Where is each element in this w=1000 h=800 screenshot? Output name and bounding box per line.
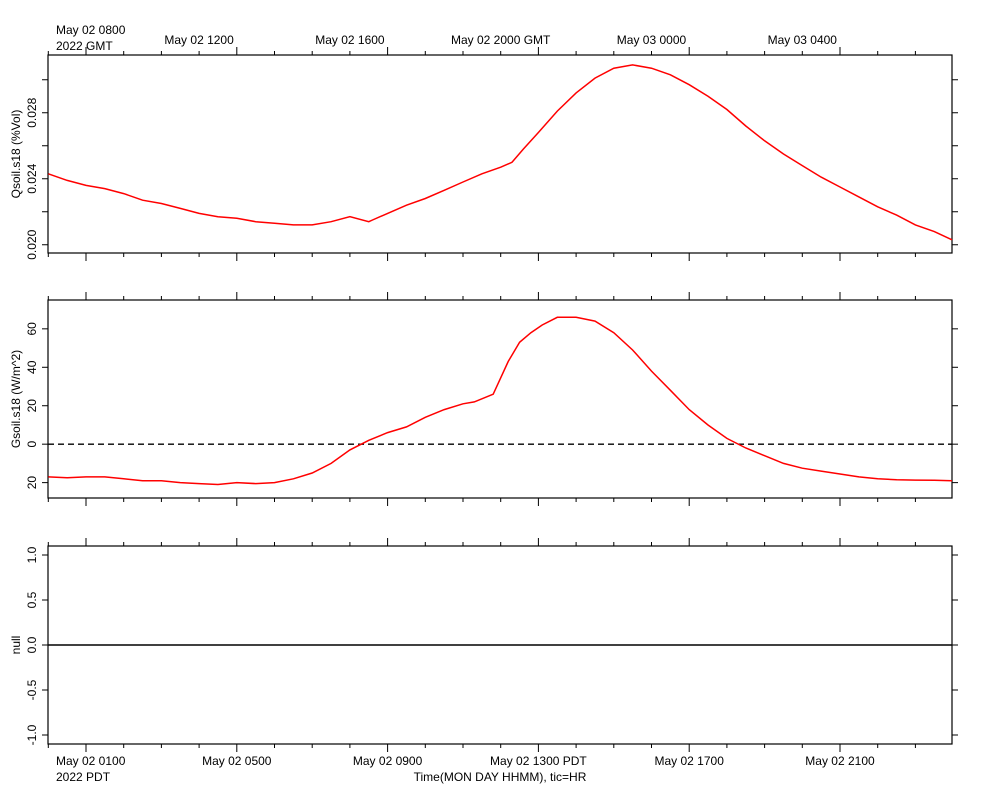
y-axis-label: null xyxy=(9,636,23,655)
top-axis-first-label: May 02 0800 xyxy=(56,23,126,37)
bottom-axis-label: May 02 0900 xyxy=(353,754,423,768)
top-axis-label: May 02 1200 xyxy=(164,33,234,47)
y-tick-label: 0.020 xyxy=(25,229,39,259)
top-axis-label: May 02 2000 GMT xyxy=(451,33,551,47)
y-tick-label: 20 xyxy=(25,476,39,490)
top-axis-year-label: 2022 GMT xyxy=(56,39,113,53)
bottom-axis-year-label: 2022 PDT xyxy=(56,770,111,784)
y-tick-label: 60 xyxy=(25,322,39,336)
top-axis-label: May 03 0000 xyxy=(617,33,687,47)
y-tick-label: 0.028 xyxy=(25,97,39,127)
y-tick-label: -1.0 xyxy=(25,724,39,745)
bottom-axis-label: May 02 0500 xyxy=(202,754,272,768)
plot-frame xyxy=(47,299,953,499)
panel-3: -1.0 -0.5 0.0 0.5 1.0 null xyxy=(9,538,958,752)
y-tick-label: 0.5 xyxy=(25,591,39,608)
y-tick-label: 20 xyxy=(25,399,39,413)
y-tick-label: 0.024 xyxy=(25,163,39,193)
bottom-axis-label: May 02 0100 xyxy=(56,754,126,768)
y-tick-label: 0 xyxy=(25,441,39,448)
y-axis-label: Gsoil.s18 (W/m^2) xyxy=(9,350,23,448)
y-tick-label: -0.5 xyxy=(25,679,39,700)
series-line xyxy=(48,64,953,241)
bottom-axis-label: May 02 1700 xyxy=(655,754,725,768)
x-axis-title: Time(MON DAY HHMM), tic=HR xyxy=(414,770,587,784)
series-line xyxy=(48,316,953,486)
y-tick-label: 1.0 xyxy=(25,546,39,563)
top-axis-label: May 03 0400 xyxy=(768,33,838,47)
bottom-axis-label: May 02 1300 PDT xyxy=(490,754,587,768)
y-axis-label: Qsoil.s18 (%Vol) xyxy=(9,110,23,199)
y-tick-label: 0.0 xyxy=(25,636,39,653)
top-axis-label: May 02 1600 xyxy=(315,33,385,47)
plot-frame xyxy=(47,54,953,254)
y-tick-label: 40 xyxy=(25,360,39,374)
bottom-axis-label: May 02 2100 xyxy=(805,754,875,768)
